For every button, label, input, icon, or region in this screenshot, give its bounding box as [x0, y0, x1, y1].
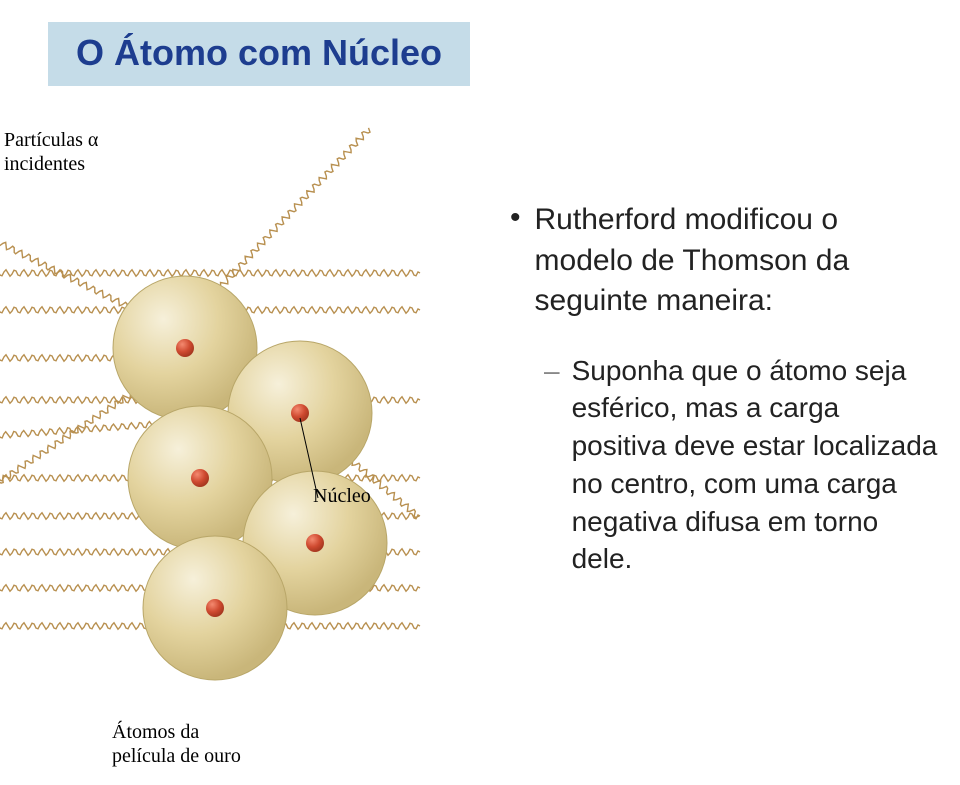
- sub-bullet: – Suponha que o átomo seja esférico, mas…: [544, 352, 940, 579]
- title-box: O Átomo com Núcleo: [48, 22, 470, 86]
- bullet-text: Rutherford modificou o modelo de Thomson…: [535, 200, 940, 322]
- main-bullet: • Rutherford modificou o modelo de Thoms…: [510, 200, 940, 322]
- content-text: • Rutherford modificou o modelo de Thoms…: [510, 200, 940, 578]
- label-incident-particles: Partículas αincidentes: [4, 128, 98, 176]
- rutherford-diagram: [0, 118, 470, 758]
- page-title: O Átomo com Núcleo: [76, 32, 442, 74]
- sub-text: Suponha que o átomo seja esférico, mas a…: [572, 352, 940, 579]
- bullet-dot-icon: •: [510, 200, 521, 236]
- label-gold-atoms: Átomos dapelícula de ouro: [112, 720, 241, 768]
- label-nucleus: Núcleo: [313, 484, 371, 508]
- dash-icon: –: [544, 352, 560, 390]
